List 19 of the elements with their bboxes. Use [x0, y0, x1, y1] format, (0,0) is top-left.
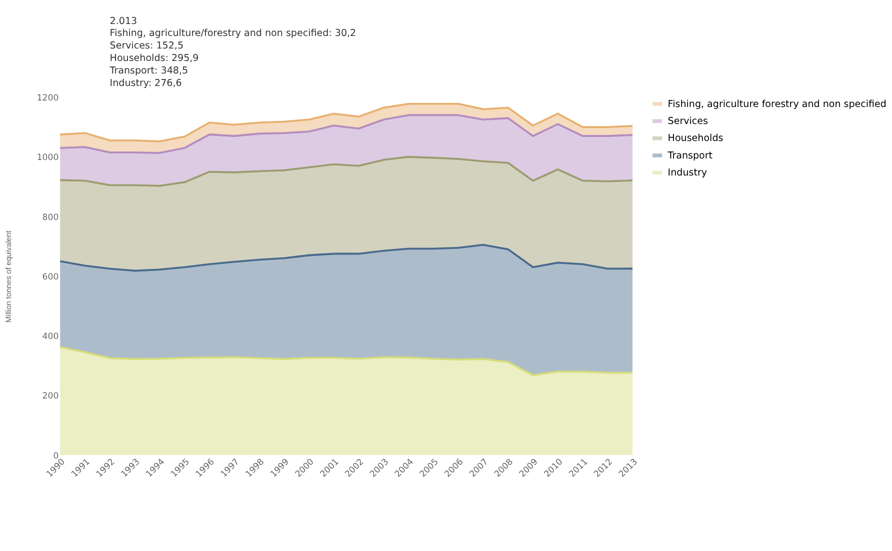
y-tick-label: 200 [42, 392, 59, 402]
text: Transport: 348,5 [108, 65, 188, 76]
y-tick-label: 1200 [36, 94, 59, 104]
text: Industry: 276,6 [110, 78, 182, 89]
legend-label: Services [668, 116, 708, 127]
y-tick-label: 1000 [36, 153, 59, 164]
legend-label: Fishing, agriculture forestry and non specified [668, 98, 886, 110]
text: Households: 295,9 [110, 52, 199, 64]
y-tick-label: 400 [42, 332, 59, 342]
legend-label: Industry [668, 167, 708, 178]
y-axis-title: Million tonnes of equivalent [4, 230, 14, 323]
legend-label: Transport [666, 150, 713, 162]
text: Fishing, agriculture/forestry and non specified: 30,2 [110, 28, 356, 40]
y-tick-label: 0 [53, 451, 59, 462]
text: 2.013 [110, 16, 138, 27]
text: Services: 152,5 [110, 40, 184, 52]
y-tick-label: 800 [42, 212, 59, 223]
legend-label: Households [668, 133, 724, 144]
y-tick-label: 600 [42, 272, 59, 282]
